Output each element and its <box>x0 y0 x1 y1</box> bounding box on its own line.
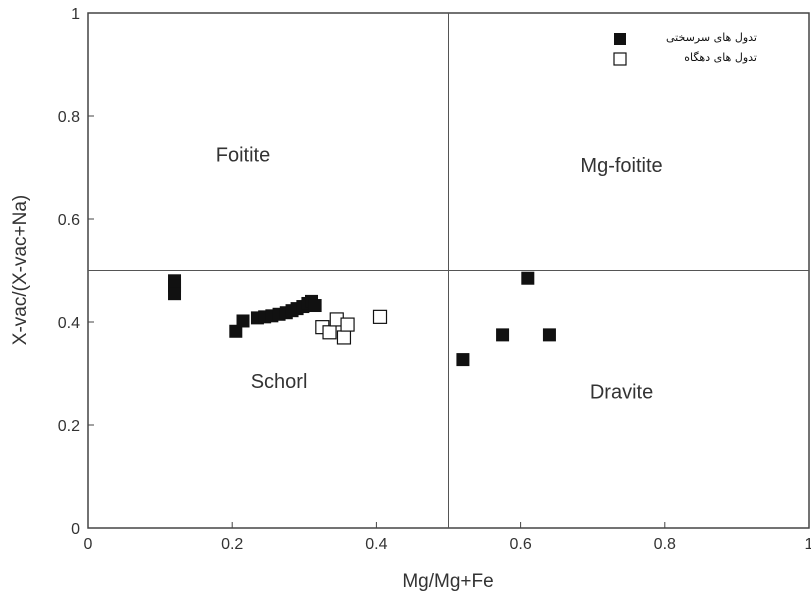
y-tick-label: 0.6 <box>58 212 80 229</box>
field-label: Mg-foitite <box>580 155 662 177</box>
filled-square-point <box>308 299 322 313</box>
legend-marker <box>613 52 627 66</box>
x-tick-label: 0.8 <box>654 536 676 553</box>
x-axis-title: Mg/Mg+Fe <box>402 571 493 592</box>
field-label: Dravite <box>590 382 653 404</box>
filled-square-point <box>521 271 535 285</box>
open-square-point <box>372 309 388 324</box>
field-label: Schorl <box>251 371 308 393</box>
open-square-point <box>340 317 355 332</box>
y-axis: 0 0.2 0.4 0.6 0.8 1 <box>58 6 94 538</box>
open-square-point <box>322 325 337 340</box>
y-tick-label: 0.2 <box>58 418 80 435</box>
filled-square-point <box>542 328 556 342</box>
x-tick-label: 0.6 <box>509 536 531 553</box>
x-tick-label: 0.2 <box>221 536 243 553</box>
x-tick-label: 1 <box>805 536 811 553</box>
field-labels: Foitite Mg-foitite Schorl Dravite <box>216 145 663 404</box>
field-label: Foitite <box>216 145 270 167</box>
filled-square-point <box>496 328 510 342</box>
open-square-point <box>336 330 352 345</box>
x-axis: 0 0.2 0.4 0.6 0.8 1 <box>84 522 811 553</box>
y-tick-label: 0.8 <box>58 109 80 126</box>
x-tick-label: 0 <box>84 536 93 553</box>
x-tick-label: 0.4 <box>365 536 387 553</box>
filled-square-point <box>168 287 182 301</box>
legend-marker <box>614 33 626 45</box>
filled-square-point <box>456 353 470 367</box>
legend: تدول های سرسختی تدول های دهگاه <box>613 31 757 66</box>
filled-square-point <box>236 314 250 328</box>
y-tick-label: 0.4 <box>58 315 80 332</box>
data-points <box>168 271 556 367</box>
y-axis-title: X-vac/(X-vac+Na) <box>10 195 31 345</box>
y-tick-label: 1 <box>71 6 80 23</box>
legend-label: تدول های سرسختی <box>666 31 757 44</box>
filled-square-point <box>229 324 243 338</box>
y-tick-label: 0 <box>71 521 80 538</box>
legend-label: تدول های دهگاه <box>684 51 757 64</box>
